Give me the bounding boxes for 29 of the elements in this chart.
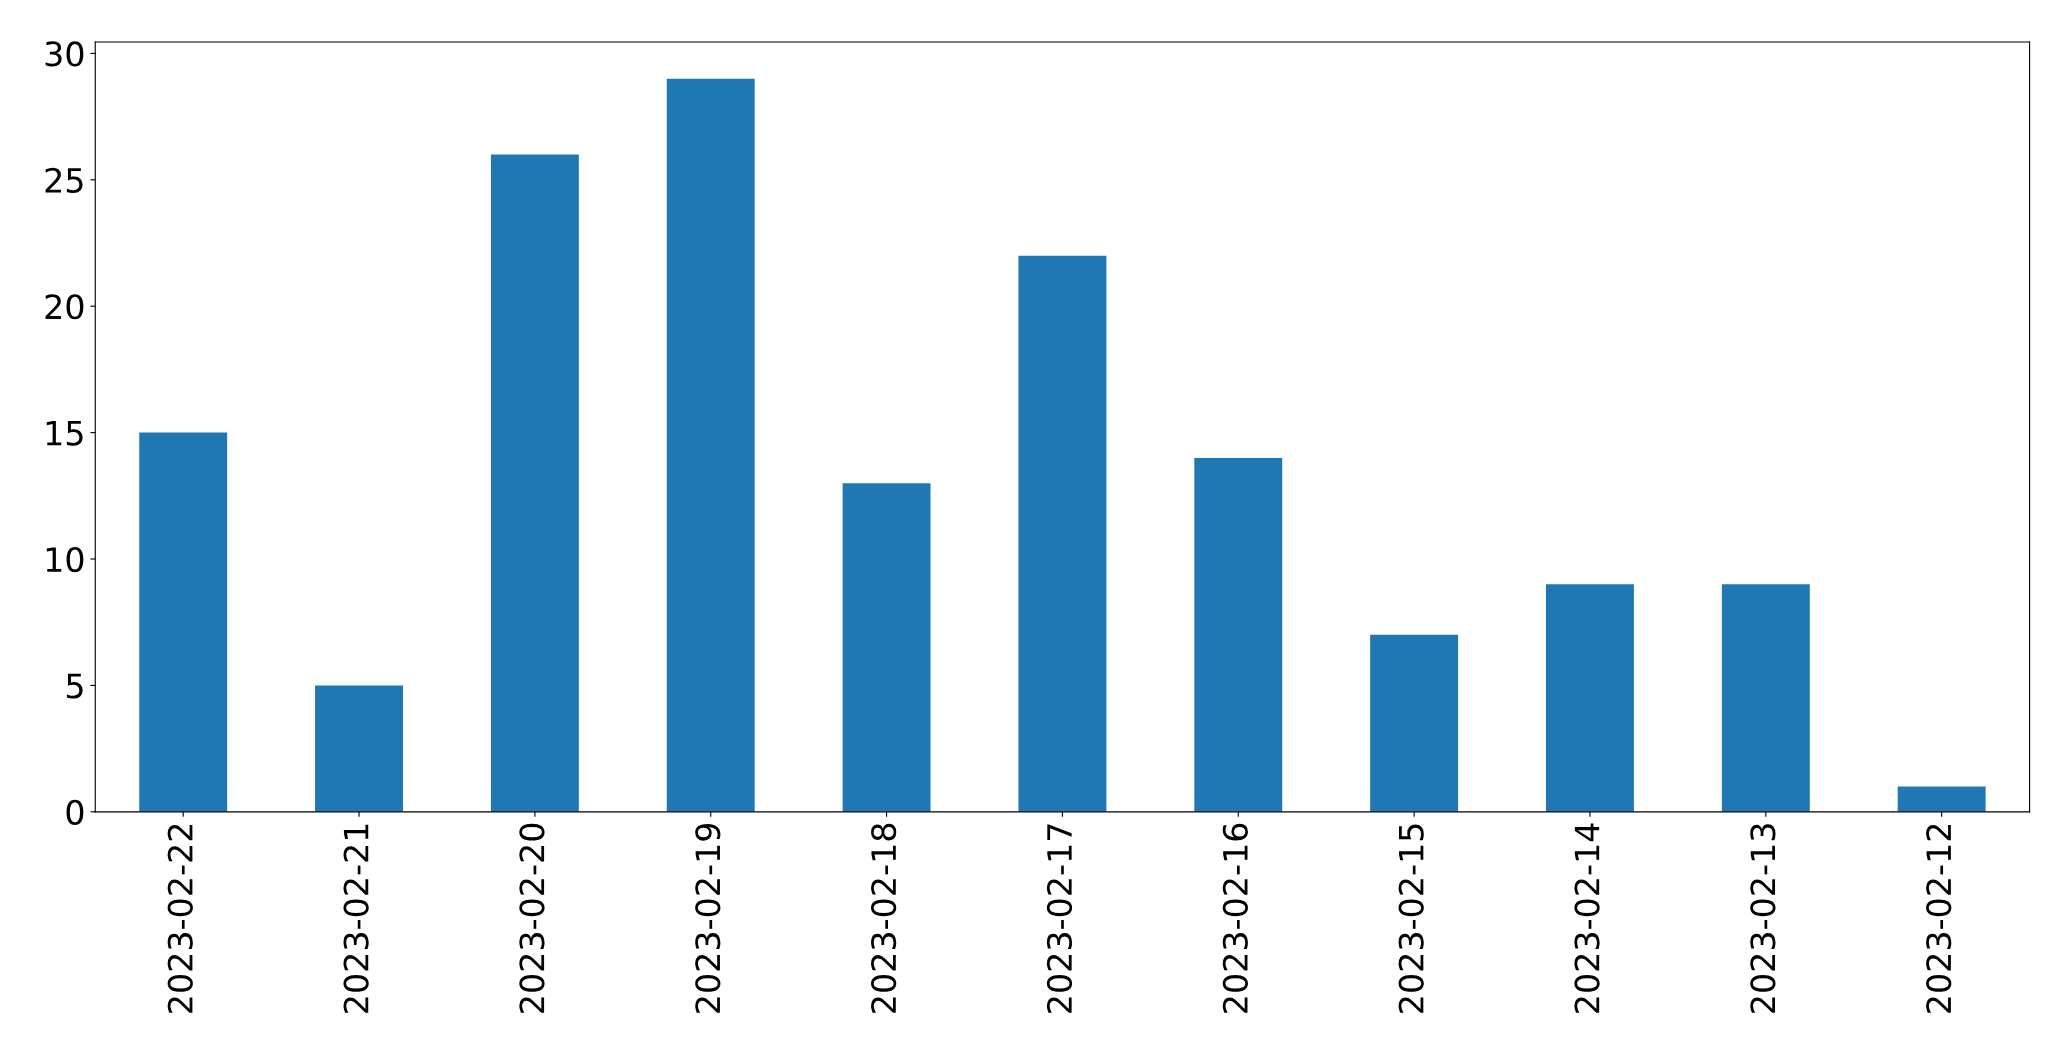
x-tick-label: 2023-02-19 <box>695 823 721 1013</box>
x-tick-label: 2023-02-22 <box>167 824 193 1013</box>
bar <box>1370 634 1459 812</box>
x-tick-label: 2023-02-14 <box>1574 823 1600 1013</box>
bar <box>139 432 228 812</box>
x-tick-label: 2023-02-18 <box>871 823 897 1013</box>
bar <box>1721 584 1810 812</box>
x-tick-label: 2023-02-21 <box>343 824 369 1013</box>
bar <box>842 483 931 812</box>
y-tick-label: 25 <box>45 167 83 193</box>
x-tick-label: 2023-02-13 <box>1750 824 1776 1013</box>
x-tick-label: 2023-02-17 <box>1046 824 1073 1013</box>
x-tick-label: 2023-02-16 <box>1222 823 1248 1013</box>
y-tick-label: 15 <box>46 420 83 446</box>
bar <box>1546 584 1634 812</box>
y-tick-label: 30 <box>45 41 84 67</box>
bar <box>1018 255 1107 812</box>
y-tick-label: 0 <box>66 799 84 825</box>
y-tick-label: 10 <box>46 546 84 573</box>
x-tick-label: 2023-02-12 <box>1926 824 1952 1013</box>
x-tick-label: 2023-02-20 <box>519 823 545 1013</box>
y-tick-label: 5 <box>66 673 83 699</box>
bar <box>1897 786 1986 812</box>
y-tick-label: 20 <box>45 294 84 320</box>
bar <box>315 685 403 812</box>
x-tick-label: 2023-02-15 <box>1398 824 1424 1013</box>
bar <box>490 154 579 812</box>
bar <box>666 78 755 812</box>
bar <box>1194 457 1283 812</box>
